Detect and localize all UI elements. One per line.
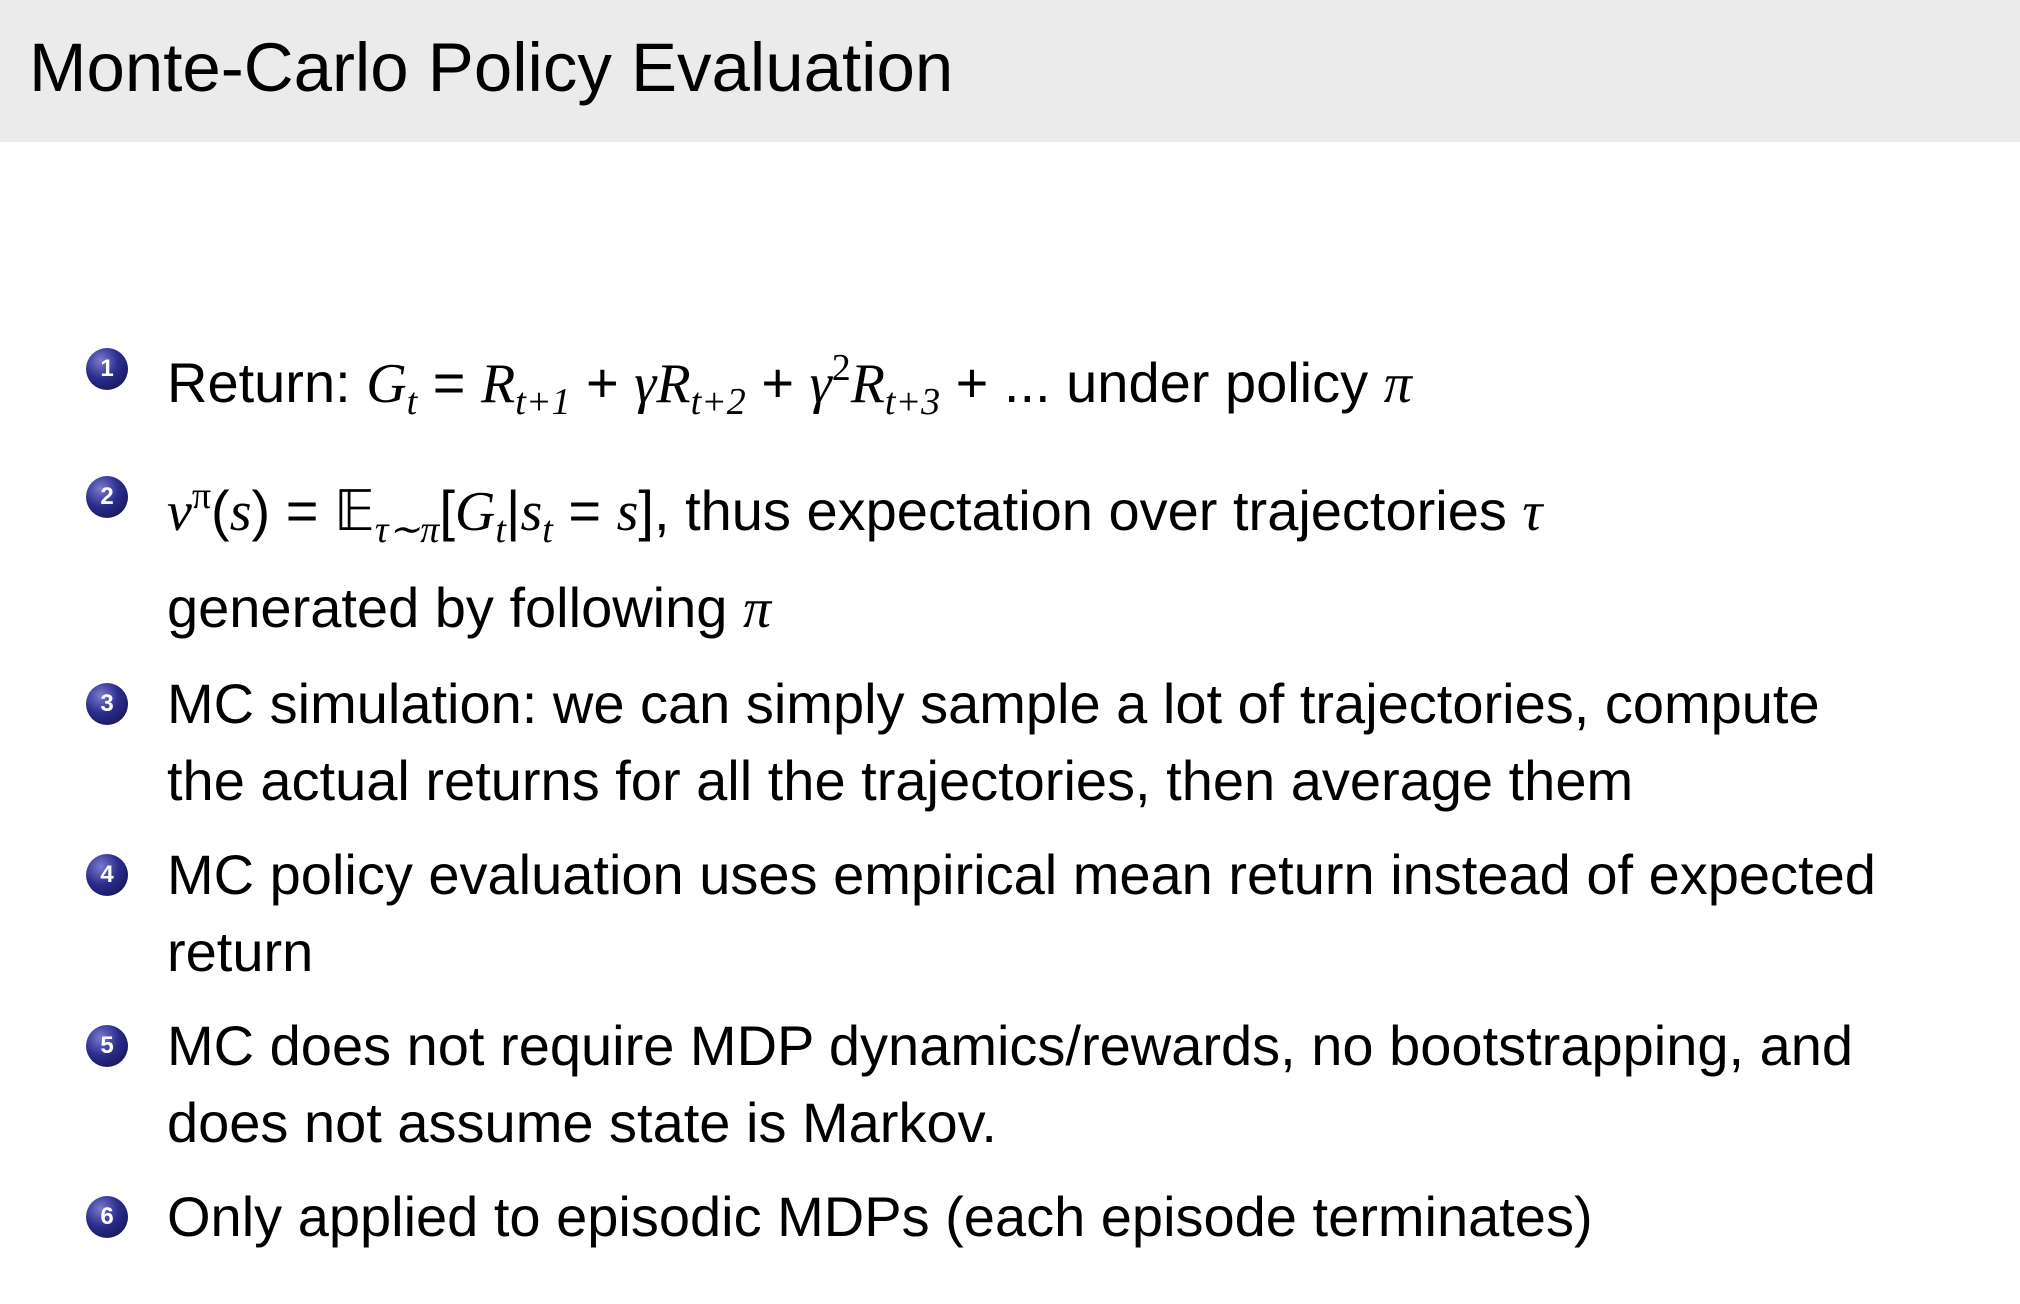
math-symbol: t [406, 381, 418, 423]
math-symbol: t [495, 509, 506, 551]
list-item: 5 MC does not require MDP dynamics/reward… [0, 1007, 2020, 1161]
numbered-bullet-icon: 6 [86, 1196, 128, 1238]
slide-title: Monte-Carlo Policy Evaluation [29, 29, 954, 106]
list-item: 2 vπ(s) = 𝔼τ∼π[Gt|st = s], thus expectati… [0, 458, 2020, 648]
math-symbol: γ [809, 353, 832, 415]
numbered-bullet-icon: 1 [86, 348, 128, 390]
item-text: MC does not require MDP dynamics/rewards… [167, 1014, 1854, 1077]
math-symbol: R [481, 353, 516, 415]
math-symbol: 2 [831, 347, 851, 389]
item-text: MC policy evaluation uses empirical mean… [167, 843, 1876, 906]
math-symbol: t+3 [884, 381, 941, 423]
bullet-list: 1 Return: Gt = Rt+1 + γRt+2 + γ2Rt+3 + ..… [0, 330, 2020, 1272]
math-symbol: π [742, 578, 772, 640]
math-symbol: π [191, 475, 212, 517]
item-text: generated by following [167, 576, 743, 639]
item-text: [ [439, 479, 455, 542]
list-item: 6 Only applied to episodic MDPs (each epi… [0, 1178, 2020, 1255]
math-symbol: γR [634, 353, 691, 415]
numbered-bullet-icon: 3 [86, 683, 128, 725]
item-text: ) = [251, 479, 334, 542]
math-symbol: t [542, 509, 553, 551]
math-symbol: τ∼π [374, 509, 440, 551]
math-symbol: G [366, 353, 407, 415]
list-item: 1 Return: Gt = Rt+1 + γRt+2 + γ2Rt+3 + ..… [0, 330, 2020, 441]
title-bar: Monte-Carlo Policy Evaluation [0, 0, 2020, 142]
numbered-bullet-icon: 5 [86, 1025, 128, 1067]
item-text: MC simulation: we can simply sample a lo… [167, 672, 1820, 735]
item-text: Only applied to episodic MDPs (each epis… [167, 1185, 1593, 1248]
item-text: + ... under policy [940, 351, 1384, 414]
list-item: 3 MC simulation: we can simply sample a l… [0, 665, 2020, 819]
list-item: 4 MC policy evaluation uses empirical mea… [0, 836, 2020, 990]
numbered-bullet-icon: 2 [86, 476, 128, 518]
math-symbol: G [454, 481, 496, 543]
math-symbol: π [1383, 353, 1412, 415]
math-symbol: R [850, 353, 885, 415]
math-symbol: s [229, 481, 252, 543]
item-text: the actual returns for all the trajector… [167, 749, 1634, 812]
math-symbol: s [520, 481, 543, 543]
item-text: = [417, 351, 482, 414]
item-text: ( [211, 479, 230, 542]
math-symbol: v [167, 481, 192, 543]
math-symbol: τ [1522, 481, 1543, 543]
item-text: = [552, 479, 617, 542]
item-text: | [505, 479, 521, 542]
item-text: does not assume state is Markov. [167, 1091, 997, 1154]
item-text: ], thus expectation over trajectories [638, 479, 1523, 542]
item-text: 𝔼 [333, 479, 375, 542]
math-symbol: t+1 [515, 381, 571, 423]
item-text: + [745, 351, 810, 414]
math-symbol: s [616, 481, 639, 543]
item-text: return [167, 920, 314, 983]
math-symbol: t+2 [690, 381, 746, 423]
item-text: + [570, 351, 635, 414]
item-text: Return: [167, 351, 367, 414]
numbered-bullet-icon: 4 [86, 854, 128, 896]
